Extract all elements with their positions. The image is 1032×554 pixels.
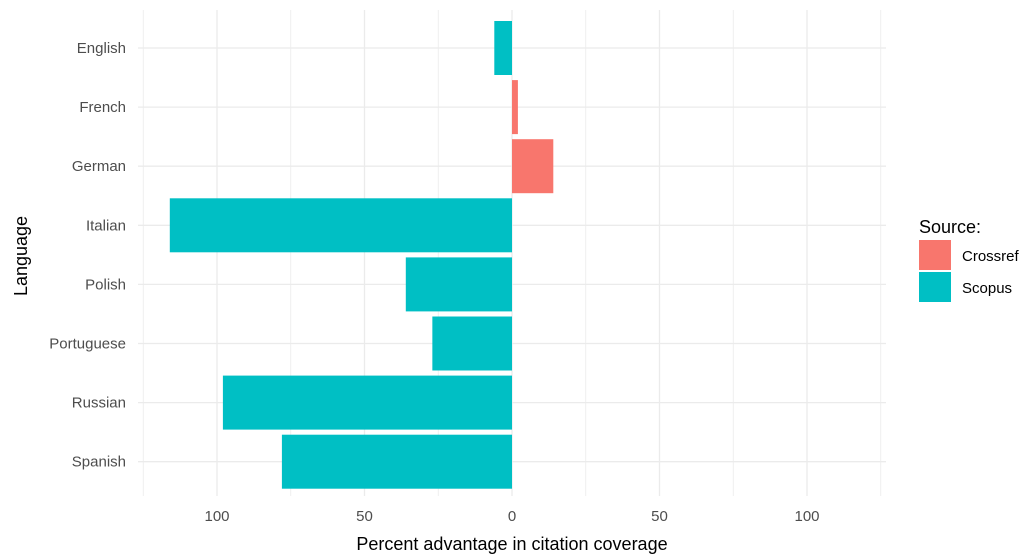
y-tick-label: Russian <box>72 395 126 412</box>
bar-english <box>494 21 512 75</box>
y-axis-ticks: English French German Italian Polish Portugue… <box>49 40 126 471</box>
y-tick-label: English <box>77 40 126 57</box>
x-axis-ticks: 100 50 0 50 100 <box>204 508 819 525</box>
x-tick-label: 100 <box>204 508 229 525</box>
x-tick-label: 100 <box>794 508 819 525</box>
legend-entries: Crossref Scopus <box>919 240 1020 302</box>
y-tick-label: Italian <box>86 217 126 234</box>
legend-title: Source: <box>919 217 981 237</box>
bar-polish <box>405 257 512 312</box>
y-tick-label: Spanish <box>72 454 126 471</box>
legend-swatch-crossref <box>919 240 951 270</box>
bar-portuguese <box>432 316 512 371</box>
legend-label-crossref: Crossref <box>962 248 1020 265</box>
y-tick-label: Polish <box>85 276 126 293</box>
y-axis-title: Language <box>11 216 31 296</box>
y-tick-label: German <box>72 158 126 175</box>
legend-label-scopus: Scopus <box>962 280 1012 297</box>
legend-swatch-scopus <box>919 272 951 302</box>
x-tick-label: 0 <box>508 508 516 525</box>
legend: Source: Crossref Scopus <box>919 217 1020 302</box>
bar-french <box>512 80 518 135</box>
y-tick-label: Portuguese <box>49 336 126 353</box>
x-tick-label: 50 <box>356 508 373 525</box>
bars <box>169 21 554 489</box>
y-tick-label: French <box>79 99 126 116</box>
bar-russian <box>222 375 512 430</box>
bar-german <box>512 139 554 194</box>
x-axis-title: Percent advantage in citation coverage <box>356 534 667 554</box>
bar-italian <box>169 198 513 253</box>
bar-spanish <box>281 434 512 489</box>
x-tick-label: 50 <box>651 508 668 525</box>
